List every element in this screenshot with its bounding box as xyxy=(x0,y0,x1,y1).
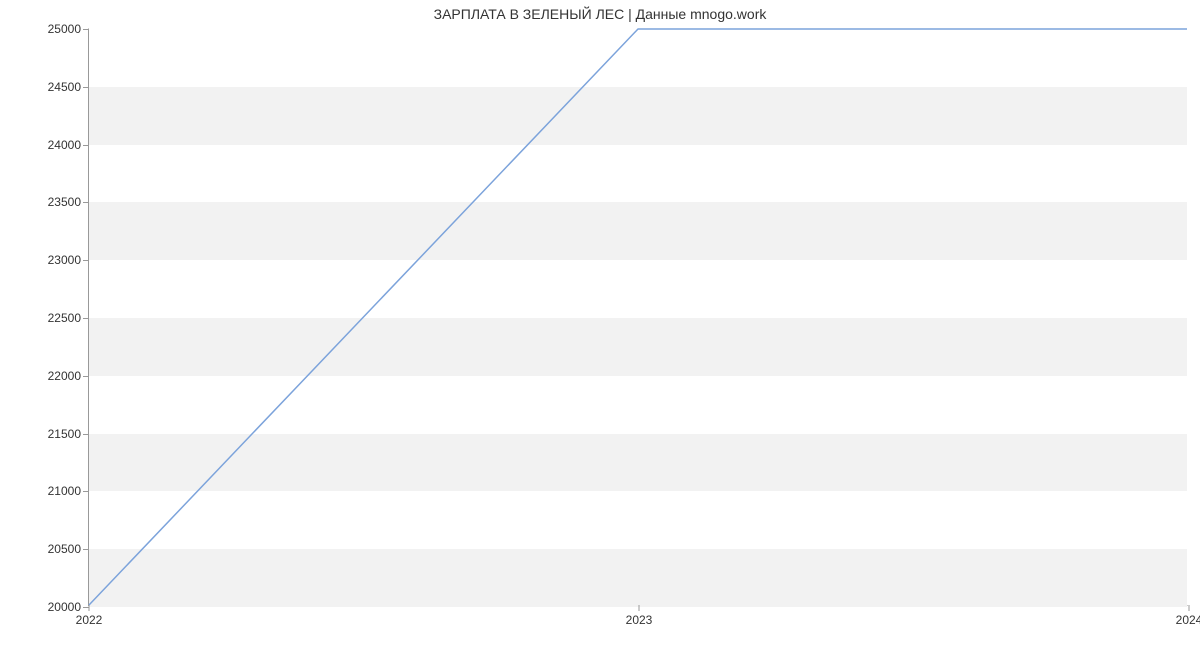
y-tick-mark xyxy=(83,260,89,261)
series-line-salary xyxy=(89,29,1187,605)
y-tick-mark xyxy=(83,29,89,30)
y-tick-mark xyxy=(83,491,89,492)
series-svg xyxy=(89,29,1187,605)
x-tick-mark xyxy=(89,605,90,611)
y-tick-mark xyxy=(83,87,89,88)
chart-title: ЗАРПЛАТА В ЗЕЛЕНЫЙ ЛЕС | Данные mnogo.wo… xyxy=(0,6,1200,22)
salary-line-chart: ЗАРПЛАТА В ЗЕЛЕНЫЙ ЛЕС | Данные mnogo.wo… xyxy=(0,0,1200,650)
x-tick-mark xyxy=(639,605,640,611)
y-tick-mark xyxy=(83,202,89,203)
y-tick-mark xyxy=(83,318,89,319)
y-tick-mark xyxy=(83,145,89,146)
plot-area: 2000020500210002150022000225002300023500… xyxy=(88,28,1188,606)
x-tick-mark xyxy=(1189,605,1190,611)
y-tick-mark xyxy=(83,549,89,550)
y-tick-mark xyxy=(83,376,89,377)
y-tick-mark xyxy=(83,434,89,435)
